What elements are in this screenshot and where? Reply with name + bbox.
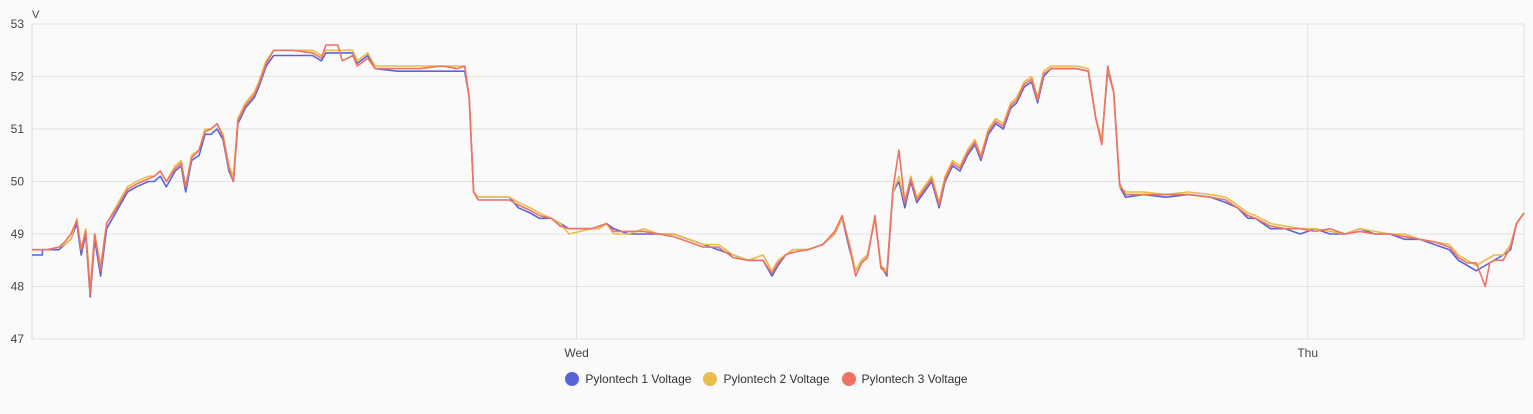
y-tick-label: 51 — [11, 122, 25, 136]
legend-item-3[interactable]: Pylontech 3 Voltage — [841, 372, 968, 386]
x-tick-label: Wed — [564, 346, 588, 360]
series-line-3 — [32, 44, 1525, 296]
legend-item-1[interactable]: Pylontech 1 Voltage — [565, 372, 691, 386]
legend-label: Pylontech 3 Voltage — [861, 372, 968, 386]
legend-label: Pylontech 1 Voltage — [585, 372, 692, 386]
x-tick-label: Thu — [1297, 346, 1318, 360]
y-tick-label: 49 — [11, 227, 25, 241]
legend-item-2[interactable]: Pylontech 2 Voltage — [703, 372, 830, 386]
y-tick-label: 53 — [11, 17, 25, 31]
legend-label: Pylontech 2 Voltage — [723, 372, 830, 386]
legend: Pylontech 1 Voltage Pylontech 2 Voltage Py… — [0, 372, 1533, 386]
series-lines — [32, 44, 1525, 298]
y-tick-label: 52 — [11, 70, 25, 84]
legend-swatch-icon — [565, 372, 580, 386]
series-line-1 — [32, 52, 1525, 298]
y-tick-label: 48 — [11, 280, 25, 294]
voltage-line-chart: 53 52 51 50 49 48 47 Wed Thu V — [11, 9, 1525, 360]
y-tick-label: 47 — [11, 332, 25, 346]
y-axis-unit-label: V — [32, 9, 40, 21]
x-axis: Wed Thu — [564, 346, 1318, 360]
legend-swatch-icon — [703, 372, 718, 386]
series-line-2 — [32, 49, 1525, 288]
y-tick-label: 50 — [11, 175, 25, 189]
gridlines — [31, 23, 1525, 340]
y-axis: 53 52 51 50 49 48 47 — [11, 17, 25, 346]
legend-swatch-icon — [841, 372, 856, 386]
